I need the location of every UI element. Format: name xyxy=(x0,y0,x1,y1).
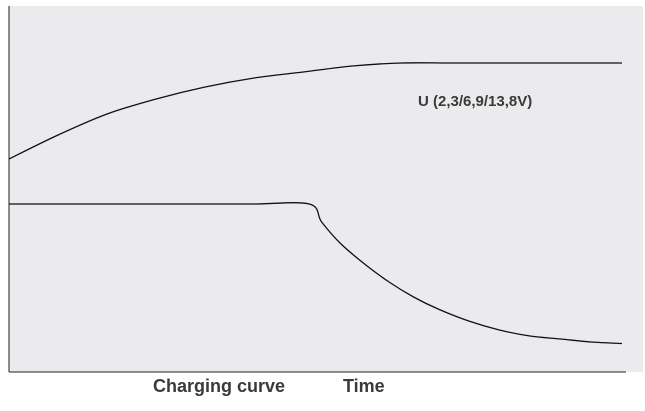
x-axis-label: Time xyxy=(343,376,385,396)
plot-background xyxy=(9,6,643,372)
voltage-curve-line xyxy=(8,62,622,160)
series-group xyxy=(8,62,623,345)
chart-caption: Charging curve xyxy=(153,376,286,396)
current-curve-line xyxy=(9,202,623,345)
voltage-series-label: U (2,3/6,9/13,8V) xyxy=(418,93,532,110)
